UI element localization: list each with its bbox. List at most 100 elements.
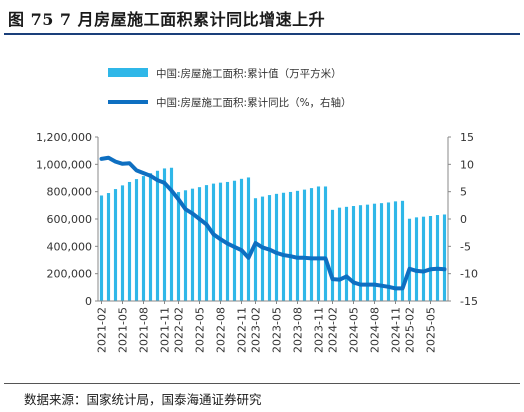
line-point-2025-03 [415,270,418,272]
line-point-2021-04 [114,161,117,163]
x-tick-label: 2023-02 [250,307,263,353]
x-tick-label: 2021-08 [138,307,151,353]
line-point-2021-05 [121,163,124,165]
bar-2022-05 [197,187,202,301]
right-tick-label: 5 [460,186,467,199]
line-point-2025-07 [443,268,446,270]
line-point-2024-08 [373,284,376,286]
x-axis: 2021-02 2021-05 2021-08 2021-11 2022-02 2022-… [96,300,448,353]
x-tick-label: 2024-02 [327,307,340,353]
x-tick-label: 2022-11 [236,307,249,353]
bar-2025-07 [442,214,447,301]
combo-chart: 中国:房屋施工面积:累计值（万平方米） 中国:房屋施工面积:累计同比（%，右轴）… [36,67,478,353]
line-point-2023-06 [282,254,285,256]
x-tick-label: 2024-08 [369,307,382,353]
left-tick-label: 1,000,000 [36,158,92,171]
line-point-2021-08 [142,172,145,174]
line-point-2021-11 [163,182,166,184]
bar-2025-04 [421,216,426,301]
line-point-2023-08 [296,257,299,259]
line-point-2021-12 [170,189,173,192]
legend-bar-label: 中国:房屋施工面积:累计值（万平方米） [156,67,342,80]
line-point-2022-04 [191,212,194,215]
x-tick-label: 2022-05 [194,307,207,353]
bar-2023-12 [323,186,328,301]
line-point-2022-10 [233,246,236,248]
bar-2021-05 [120,185,125,301]
legend: 中国:房屋施工面积:累计值（万平方米） 中国:房屋施工面积:累计同比（%，右轴） [108,67,352,109]
line-point-2023-02 [254,242,257,244]
line-point-2021-09 [149,175,152,177]
line-point-2024-03 [338,279,341,281]
bar-2023-07 [288,191,293,301]
bar-2025-05 [428,215,433,301]
bar-2024-08 [372,203,377,301]
line-point-2022-03 [184,208,187,210]
right-tick-label: -5 [460,240,471,253]
bar-2021-02 [99,195,104,301]
line-point-2025-04 [422,270,425,273]
bar-2023-10 [309,188,314,301]
line-point-2023-03 [261,246,264,249]
left-tick-label: 0 [85,295,92,308]
bar-2022-02 [176,192,181,301]
line-point-2024-02 [331,278,334,280]
line-point-2025-02 [408,268,411,270]
x-tick-label: 2025-05 [425,307,438,353]
x-tick-label: 2021-05 [117,307,130,353]
bar-2024-07 [365,204,370,301]
line-point-2022-07 [212,233,215,235]
line-point-2022-11 [240,249,243,251]
line-point-2021-02 [100,158,103,160]
right-tick-label: 0 [460,213,467,226]
bar-2021-10 [155,170,160,301]
bar-2025-06 [435,215,440,301]
line-point-2024-07 [366,284,369,286]
right-tick-label: 15 [460,131,474,144]
line-point-2024-10 [387,286,390,288]
bar-2022-06 [204,185,209,301]
bar-2021-04 [113,189,118,301]
line-point-2022-06 [205,223,208,226]
bar-2021-09 [148,173,153,301]
bar-2023-11 [316,186,321,301]
bar-2022-08 [218,182,223,301]
legend-bar-swatch [108,68,148,77]
x-tick-label: 2024-05 [348,307,361,353]
line-point-2023-10 [310,257,313,259]
left-tick-label: 800,000 [47,186,93,199]
bar-2021-06 [127,181,132,301]
line-point-2025-05 [429,268,432,270]
bar-2024-09 [379,203,384,301]
bar-2024-12 [400,200,405,301]
source-rule [4,383,520,384]
legend-line-label: 中国:房屋施工面积:累计同比（%，右轴） [156,96,352,109]
bar-2022-04 [190,188,195,301]
yoy-line [99,155,447,291]
line-point-2021-07 [135,169,138,171]
bar-2024-04 [344,206,349,301]
x-tick-label: 2022-02 [173,307,186,353]
line-point-2025-06 [436,268,439,270]
bar-2021-11 [162,168,167,301]
bar-2025-03 [414,217,419,301]
line-point-2022-09 [226,243,229,245]
x-tick-label: 2025-02 [404,307,417,353]
x-tick-label: 2024-11 [390,307,403,353]
bar-2023-09 [302,189,307,301]
right-tick-label: -10 [460,268,478,281]
line-point-2024-04 [345,275,348,277]
left-tick-label: 600,000 [47,213,93,226]
left-y-axis: 0 200,000 400,000 600,000 800,000 1,000,000 1,… [36,131,99,308]
bar-2022-11 [239,178,244,301]
bar-2022-12 [246,177,251,301]
bar-2023-06 [281,192,286,301]
bar-2021-08 [141,176,146,301]
line-point-2024-06 [359,284,362,286]
left-tick-label: 200,000 [47,268,93,281]
x-tick-label: 2023-11 [313,307,326,353]
left-tick-label: 1,200,000 [36,131,92,144]
x-tick-label: 2023-05 [271,307,284,353]
bar-2024-05 [351,206,356,301]
line-point-2022-12 [247,257,250,259]
